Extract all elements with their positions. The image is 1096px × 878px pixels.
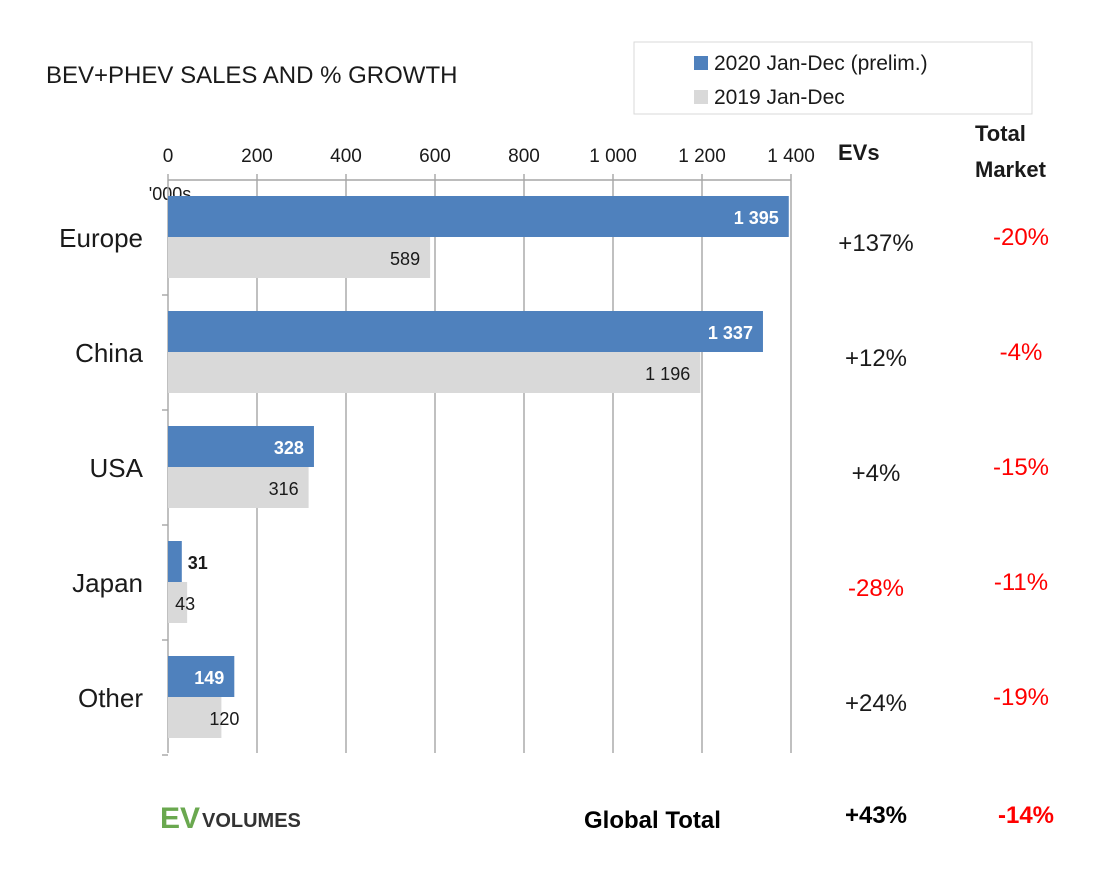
evs-growth-china: +12% [845, 345, 907, 372]
bar-2019-china [168, 352, 701, 393]
bar-2019-other [168, 697, 222, 738]
bar-2020-other [168, 656, 235, 697]
bar-label-2020-usa: 328 [274, 438, 304, 458]
x-tick-label: 1 200 [678, 146, 726, 167]
bar-2020-japan [168, 541, 182, 582]
global-total-market: -14% [998, 802, 1054, 829]
x-tick-label: 400 [330, 146, 362, 167]
bar-2019-europe [168, 237, 431, 278]
footer: EV VOLUMES Global Total +43% -14% [160, 802, 1054, 835]
evs-growth-japan: -28% [848, 575, 904, 602]
category-label-other: Other [78, 683, 143, 713]
global-total-label: Global Total [584, 807, 721, 834]
evs-column-header: EVs [838, 140, 880, 165]
legend-label-2019: 2019 Jan-Dec [714, 86, 845, 109]
category-label-usa: USA [90, 453, 144, 483]
bar-2019-japan [168, 582, 188, 623]
category-label-japan: Japan [72, 568, 143, 598]
global-total-evs: +43% [845, 802, 907, 829]
x-tick-label: 1 400 [767, 146, 815, 167]
bar-label-2019-europe: 589 [390, 249, 420, 269]
legend-label-2020: 2020 Jan-Dec (prelim.) [714, 52, 928, 75]
bar-2020-usa [168, 426, 314, 467]
bar-label-2019-other: 120 [209, 709, 239, 729]
x-tick-label: 200 [241, 146, 273, 167]
market-growth-usa: -15% [993, 454, 1049, 481]
category-label-europe: Europe [59, 223, 143, 253]
bars: 1 395 589 1 337 1 196 328 316 31 43 149 120 [168, 196, 789, 738]
x-tick-label: 0 [163, 146, 174, 167]
legend: 2020 Jan-Dec (prelim.) 2019 Jan-Dec [633, 41, 1033, 115]
x-tick-label: 1 000 [589, 146, 637, 167]
market-growth-china: -4% [1000, 339, 1043, 366]
evs-growth-usa: +4% [852, 460, 901, 487]
bar-label-2019-china: 1 196 [645, 364, 690, 384]
legend-swatch-2019 [694, 90, 708, 104]
bar-label-2019-japan: 43 [175, 594, 195, 614]
growth-columns: +137% -20% +12% -4% +4% -15% -28% -11% +24% -19% [838, 224, 1049, 717]
bar-label-2019-usa: 316 [269, 479, 299, 499]
market-column-header-line1: Total [975, 121, 1026, 146]
chart-title: BEV+PHEV SALES AND % GROWTH [46, 62, 457, 89]
x-axis: 0 200 400 600 800 1 000 1 200 1 400 [162, 146, 815, 756]
market-growth-japan: -11% [994, 569, 1048, 596]
market-growth-other: -19% [993, 684, 1049, 711]
logo-ev-text: EV [160, 802, 200, 835]
evs-growth-europe: +137% [838, 230, 913, 257]
market-growth-europe: -20% [993, 224, 1049, 251]
bar-label-2020-china: 1 337 [708, 323, 753, 343]
bar-label-2020-europe: 1 395 [734, 208, 779, 228]
bar-2020-europe [168, 196, 789, 237]
category-label-china: China [75, 338, 143, 368]
x-tick-label: 600 [419, 146, 451, 167]
market-column-header-line2: Market [975, 157, 1047, 182]
category-labels: Europe China USA Japan Other [59, 223, 143, 713]
bar-2020-china [168, 311, 763, 352]
bar-2019-usa [168, 467, 309, 508]
bar-label-2020-japan: 31 [188, 553, 208, 573]
bar-label-2020-other: 149 [194, 668, 224, 688]
evs-growth-other: +24% [845, 690, 907, 717]
legend-swatch-2020 [694, 56, 708, 70]
logo-volumes-text: VOLUMES [202, 810, 301, 832]
x-tick-label: 800 [508, 146, 540, 167]
